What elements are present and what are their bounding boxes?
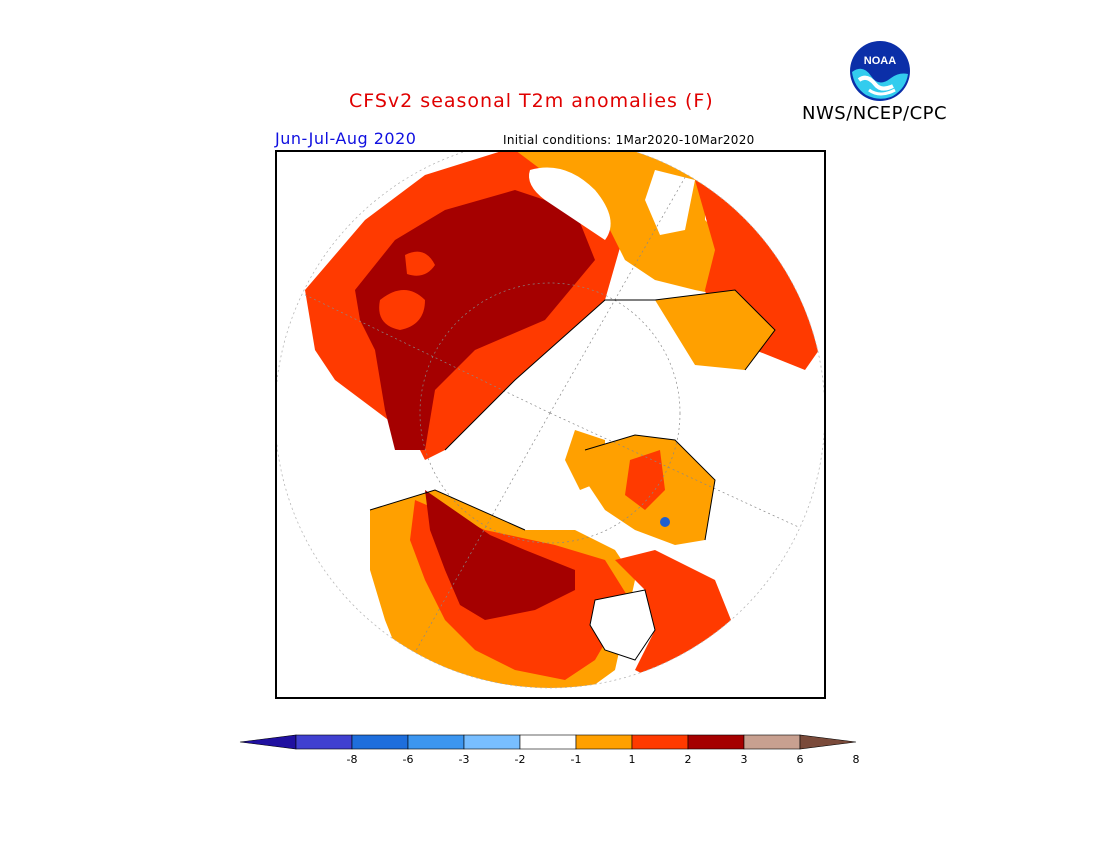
legend-tick-label: 2 <box>685 753 692 766</box>
legend-swatch <box>295 734 353 750</box>
organization-label: NWS/NCEP/CPC <box>802 103 948 124</box>
legend-swatch <box>519 734 577 750</box>
chart-title: CFSv2 seasonal T2m anomalies (F) <box>349 90 714 112</box>
legend-swatch-low-arrow <box>239 734 297 750</box>
color-legend-labels: -8 -6 -3 -2 -1 1 2 3 6 8 <box>347 753 860 766</box>
legend-tick-label: -3 <box>459 753 470 766</box>
legend-tick-label: 8 <box>853 753 860 766</box>
legend-tick-label: 6 <box>797 753 804 766</box>
legend-swatch <box>463 734 521 750</box>
eurasia-red-orange-patch-2 <box>405 251 435 276</box>
color-legend-swatches <box>239 734 857 750</box>
legend-swatch <box>407 734 465 750</box>
legend-swatch <box>631 734 689 750</box>
season-label: Jun-Jul-Aug 2020 <box>275 129 417 148</box>
anomaly-map <box>275 150 826 699</box>
noaa-logo: NOAA <box>850 41 910 101</box>
anomaly-fields <box>305 150 825 688</box>
legend-swatch <box>351 734 409 750</box>
legend-swatch <box>743 734 801 750</box>
arctic-white-patch-2 <box>645 170 695 235</box>
noaa-logo-text: NOAA <box>864 55 896 67</box>
legend-tick-label: 3 <box>741 753 748 766</box>
eurasia-red-orange-patch <box>379 290 425 330</box>
coastlines <box>369 289 776 661</box>
map-frame <box>275 150 826 699</box>
hudson-bay-white <box>590 590 655 660</box>
legend-swatch-high-arrow <box>799 734 857 750</box>
legend-swatch <box>687 734 745 750</box>
north-america-dark-red <box>425 490 575 620</box>
legend-tick-label: -2 <box>515 753 526 766</box>
arctic-white-patch <box>529 167 611 240</box>
legend-swatch <box>575 734 633 750</box>
color-legend: -8 -6 -3 -2 -1 1 2 3 6 8 <box>239 734 860 766</box>
legend-tick-label: 1 <box>629 753 636 766</box>
cold-anomaly-dot <box>660 517 670 527</box>
initial-conditions-label: Initial conditions: 1Mar2020-10Mar2020 <box>503 133 755 147</box>
greenland-region <box>565 430 605 490</box>
legend-tick-label: -1 <box>571 753 582 766</box>
legend-tick-label: -8 <box>347 753 358 766</box>
graticule <box>275 150 825 688</box>
legend-tick-label: -6 <box>403 753 414 766</box>
canada-red-orange-patch <box>625 450 665 510</box>
